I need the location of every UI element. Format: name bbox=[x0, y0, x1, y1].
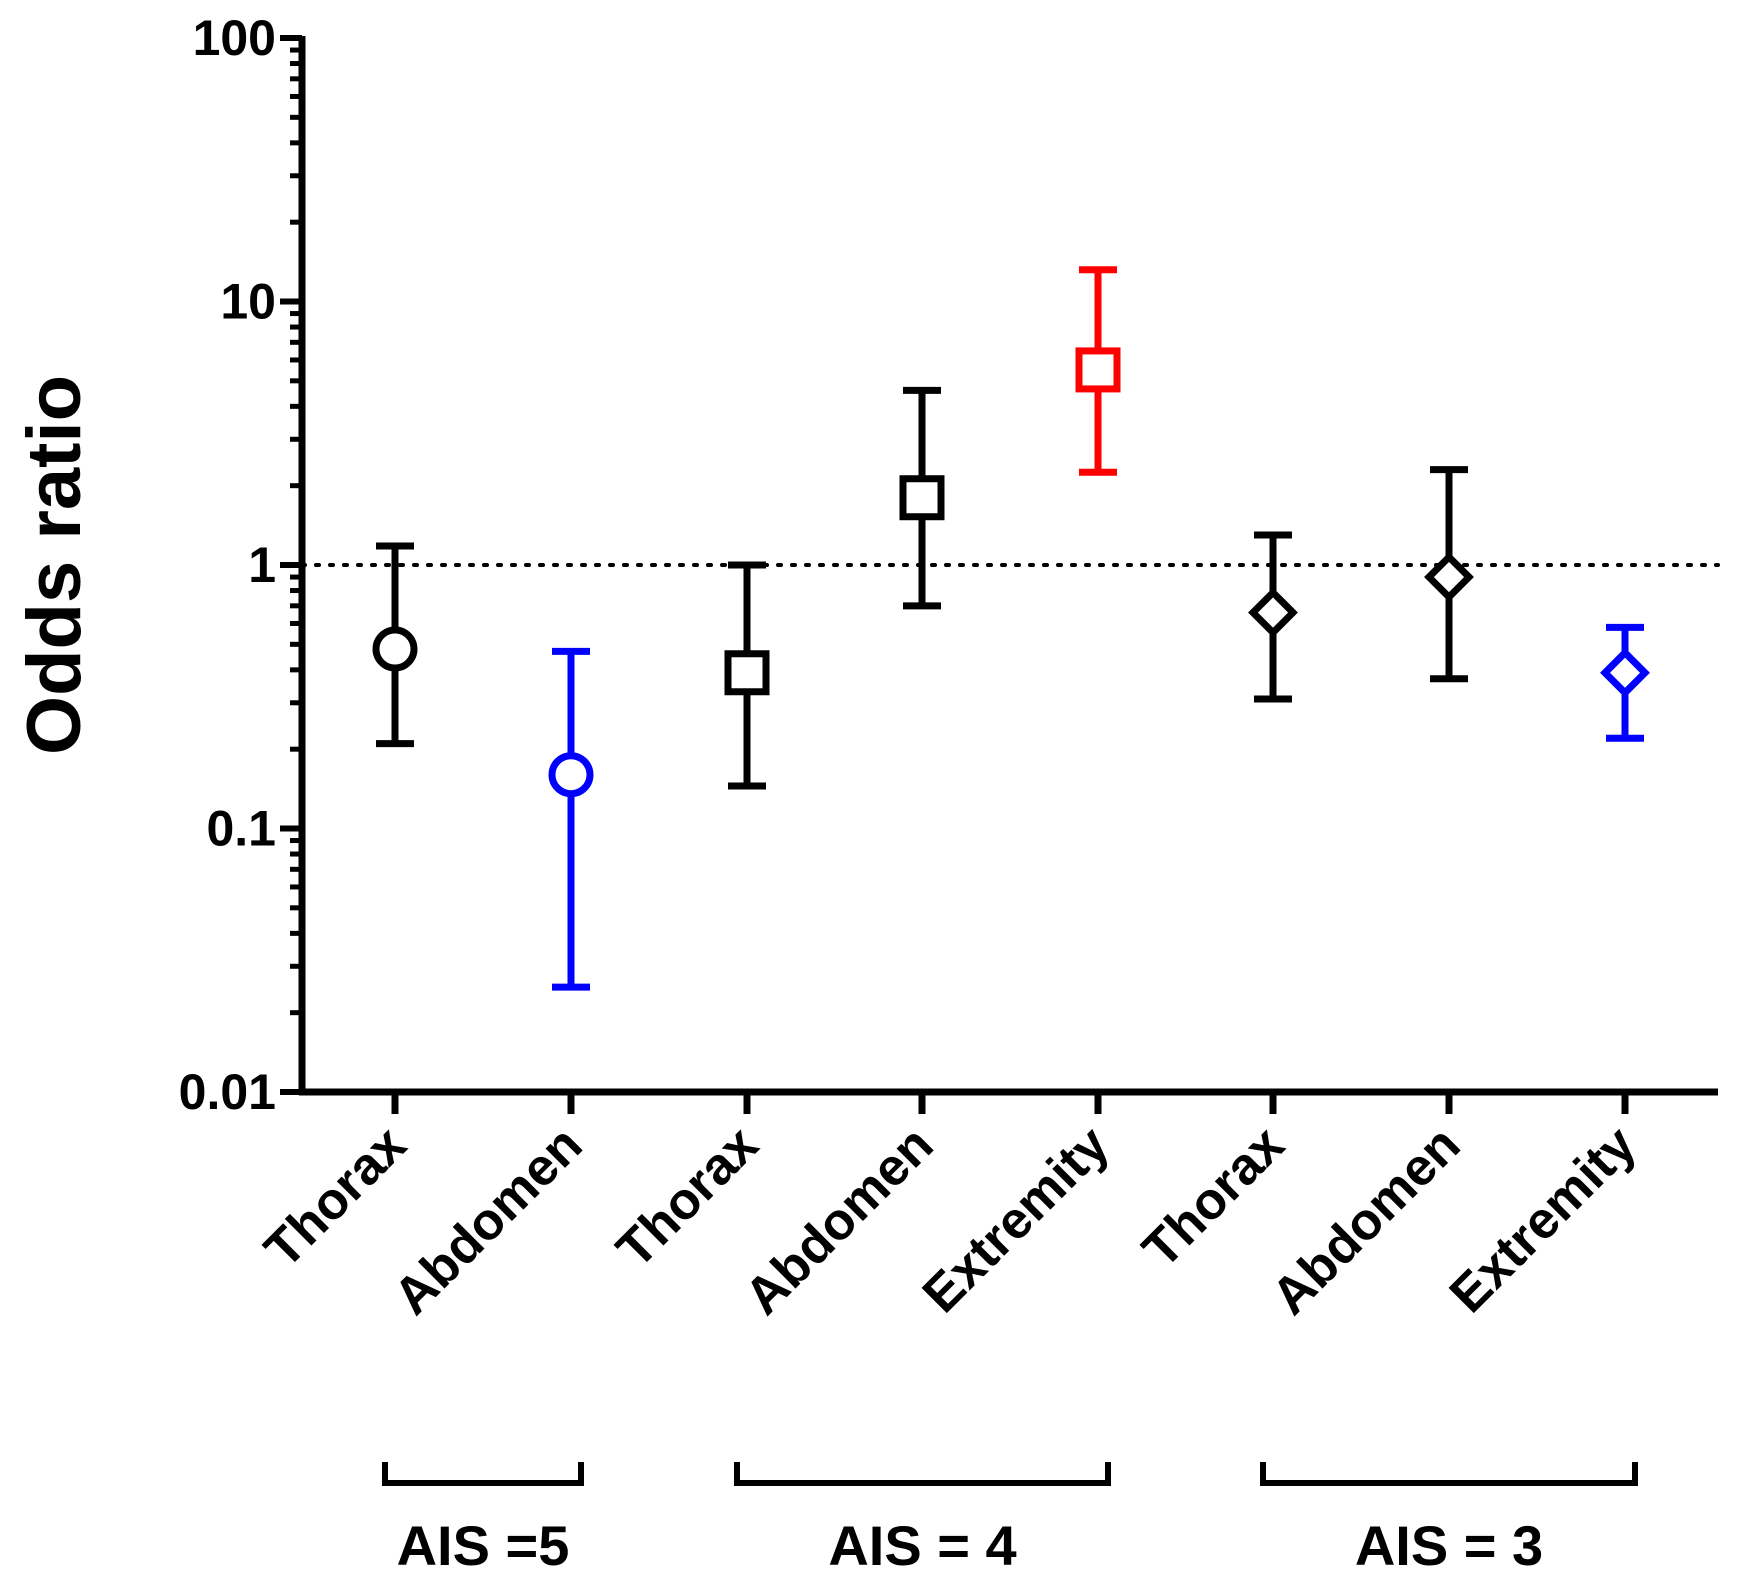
data-point-1 bbox=[372, 542, 418, 748]
data-point-5 bbox=[1075, 266, 1121, 476]
point-marker-square bbox=[724, 650, 770, 696]
y-tick-label: 0.01 bbox=[179, 1064, 276, 1120]
bracket-line bbox=[382, 1462, 584, 1486]
group-label: AIS =5 bbox=[397, 1514, 570, 1577]
x-tick-label: Extremity bbox=[912, 1115, 1121, 1324]
x-tick-label: Abdomen bbox=[734, 1115, 945, 1326]
x-tick-label: Thorax bbox=[606, 1115, 770, 1279]
group-label: AIS = 4 bbox=[828, 1514, 1016, 1577]
group-bracket: AIS =5 bbox=[382, 1462, 584, 1577]
x-tick-label: Abdomen bbox=[1261, 1115, 1472, 1326]
y-tick-label: 100 bbox=[193, 10, 276, 66]
point-marker-circle bbox=[548, 752, 594, 798]
bracket-line bbox=[734, 1462, 1111, 1486]
x-tick-label: Thorax bbox=[254, 1115, 418, 1279]
data-point-2 bbox=[548, 647, 594, 991]
y-tick-label: 10 bbox=[220, 274, 276, 330]
x-tick-label: Abdomen bbox=[383, 1115, 594, 1326]
point-marker-diamond bbox=[1248, 587, 1298, 638]
point-marker-circle bbox=[372, 626, 418, 672]
group-bracket: AIS = 3 bbox=[1260, 1462, 1638, 1577]
point-marker-square bbox=[899, 475, 945, 521]
data-point-8 bbox=[1600, 623, 1650, 742]
group-bracket: AIS = 4 bbox=[734, 1462, 1111, 1577]
data-point-6 bbox=[1248, 531, 1298, 703]
x-tick-label: Extremity bbox=[1439, 1115, 1648, 1324]
y-axis-title: Odds ratio bbox=[12, 375, 97, 755]
point-marker-square bbox=[1075, 347, 1121, 393]
point-marker-diamond bbox=[1600, 647, 1650, 698]
data-point-3 bbox=[724, 561, 770, 790]
x-tick-label: Thorax bbox=[1132, 1115, 1296, 1279]
data-point-4 bbox=[899, 386, 945, 610]
point-marker-diamond bbox=[1424, 552, 1474, 603]
y-tick-label: 0.1 bbox=[206, 801, 276, 857]
bracket-line bbox=[1260, 1462, 1638, 1486]
group-label: AIS = 3 bbox=[1355, 1514, 1543, 1577]
y-tick-label: 1 bbox=[248, 537, 276, 593]
data-point-7 bbox=[1424, 466, 1474, 683]
